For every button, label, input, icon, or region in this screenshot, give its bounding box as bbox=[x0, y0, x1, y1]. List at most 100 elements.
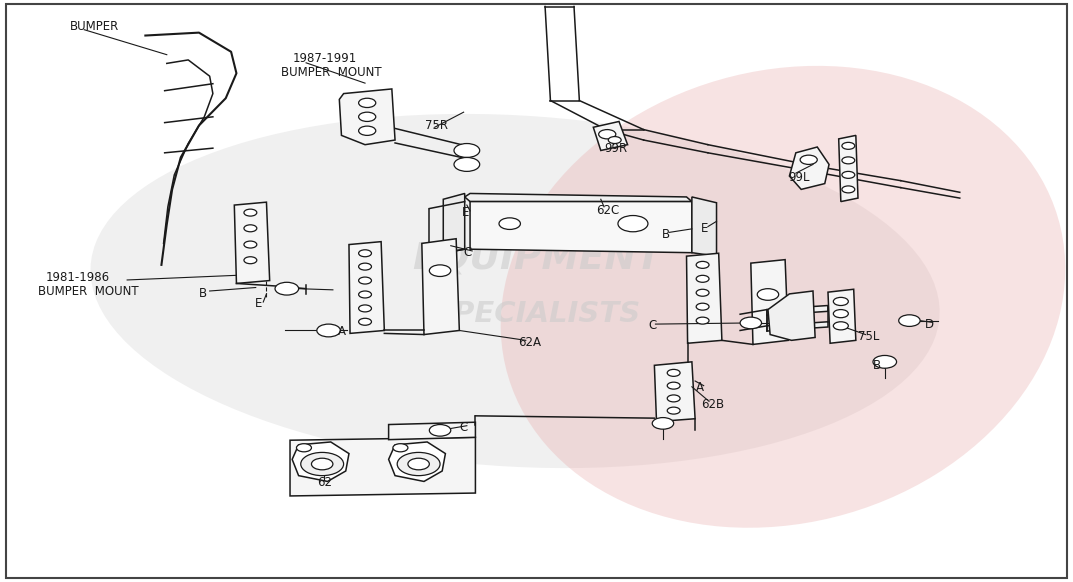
Circle shape bbox=[667, 382, 680, 389]
Polygon shape bbox=[751, 260, 789, 345]
Circle shape bbox=[873, 356, 897, 368]
Polygon shape bbox=[839, 136, 858, 201]
Text: 75L: 75L bbox=[858, 330, 880, 343]
Text: C: C bbox=[459, 421, 468, 434]
Circle shape bbox=[244, 225, 256, 232]
Circle shape bbox=[244, 257, 256, 264]
Text: 62: 62 bbox=[317, 476, 332, 489]
Circle shape bbox=[608, 137, 621, 144]
Circle shape bbox=[358, 250, 371, 257]
Polygon shape bbox=[465, 193, 692, 201]
Text: E: E bbox=[461, 206, 469, 219]
Circle shape bbox=[758, 289, 779, 300]
Text: 99R: 99R bbox=[604, 141, 627, 155]
Text: BUMPER  MOUNT: BUMPER MOUNT bbox=[39, 285, 138, 298]
Text: D: D bbox=[925, 318, 934, 331]
Text: SPECIALISTS: SPECIALISTS bbox=[432, 300, 641, 328]
Text: 1987-1991: 1987-1991 bbox=[292, 52, 356, 65]
Text: EQUIPMENT: EQUIPMENT bbox=[412, 241, 661, 277]
Text: E: E bbox=[254, 297, 262, 310]
Circle shape bbox=[696, 303, 709, 310]
Circle shape bbox=[834, 297, 849, 306]
Polygon shape bbox=[692, 197, 717, 256]
Polygon shape bbox=[767, 322, 828, 331]
Circle shape bbox=[696, 275, 709, 282]
Circle shape bbox=[499, 218, 520, 229]
Text: B: B bbox=[873, 360, 881, 372]
Circle shape bbox=[296, 443, 311, 452]
Polygon shape bbox=[687, 253, 722, 343]
Text: A: A bbox=[696, 381, 704, 394]
Circle shape bbox=[740, 317, 762, 329]
Polygon shape bbox=[388, 442, 445, 481]
Text: BUMPER  MOUNT: BUMPER MOUNT bbox=[281, 66, 382, 79]
Circle shape bbox=[667, 395, 680, 402]
Text: C: C bbox=[648, 320, 657, 332]
Circle shape bbox=[834, 322, 849, 330]
Circle shape bbox=[842, 171, 855, 178]
Circle shape bbox=[429, 424, 451, 436]
Circle shape bbox=[696, 317, 709, 324]
Ellipse shape bbox=[501, 66, 1065, 528]
Circle shape bbox=[899, 315, 921, 327]
Circle shape bbox=[696, 261, 709, 268]
Polygon shape bbox=[470, 201, 692, 253]
Circle shape bbox=[358, 277, 371, 284]
Circle shape bbox=[667, 370, 680, 377]
Text: BUMPER: BUMPER bbox=[71, 20, 119, 33]
Circle shape bbox=[652, 417, 674, 429]
Circle shape bbox=[317, 324, 340, 337]
Polygon shape bbox=[828, 289, 856, 343]
Text: B: B bbox=[662, 228, 670, 240]
Circle shape bbox=[311, 458, 333, 470]
Polygon shape bbox=[768, 291, 815, 340]
Text: C: C bbox=[464, 246, 472, 259]
Circle shape bbox=[667, 407, 680, 414]
Circle shape bbox=[800, 155, 818, 165]
Circle shape bbox=[244, 209, 256, 216]
Polygon shape bbox=[349, 242, 384, 333]
Text: A: A bbox=[338, 325, 347, 338]
Polygon shape bbox=[593, 122, 628, 151]
Circle shape bbox=[244, 241, 256, 248]
Circle shape bbox=[842, 157, 855, 164]
Polygon shape bbox=[790, 147, 829, 189]
Circle shape bbox=[300, 452, 343, 475]
Ellipse shape bbox=[90, 114, 940, 468]
Text: 62A: 62A bbox=[518, 336, 541, 349]
Text: 1981-1986: 1981-1986 bbox=[46, 271, 109, 283]
Circle shape bbox=[358, 126, 376, 136]
Circle shape bbox=[358, 318, 371, 325]
Polygon shape bbox=[339, 89, 395, 145]
Circle shape bbox=[393, 443, 408, 452]
Circle shape bbox=[358, 98, 376, 108]
Polygon shape bbox=[234, 202, 269, 283]
Polygon shape bbox=[655, 362, 695, 421]
Circle shape bbox=[599, 130, 616, 139]
Circle shape bbox=[358, 263, 371, 270]
Circle shape bbox=[408, 458, 429, 470]
Text: 62B: 62B bbox=[702, 398, 724, 411]
Polygon shape bbox=[388, 422, 475, 439]
Text: 99L: 99L bbox=[789, 171, 810, 184]
Circle shape bbox=[358, 305, 371, 312]
Polygon shape bbox=[292, 442, 349, 481]
Circle shape bbox=[358, 112, 376, 122]
Circle shape bbox=[696, 289, 709, 296]
Circle shape bbox=[454, 144, 480, 158]
Circle shape bbox=[358, 291, 371, 298]
Polygon shape bbox=[422, 239, 459, 335]
Text: B: B bbox=[199, 287, 207, 300]
Text: E: E bbox=[701, 222, 708, 235]
Circle shape bbox=[429, 265, 451, 276]
Circle shape bbox=[275, 282, 298, 295]
Circle shape bbox=[454, 158, 480, 171]
Polygon shape bbox=[443, 193, 465, 253]
Circle shape bbox=[842, 143, 855, 150]
Circle shape bbox=[842, 186, 855, 193]
Polygon shape bbox=[767, 306, 828, 315]
Text: 62C: 62C bbox=[597, 204, 620, 217]
Text: 75R: 75R bbox=[425, 119, 449, 132]
Circle shape bbox=[834, 310, 849, 318]
Polygon shape bbox=[290, 437, 475, 496]
